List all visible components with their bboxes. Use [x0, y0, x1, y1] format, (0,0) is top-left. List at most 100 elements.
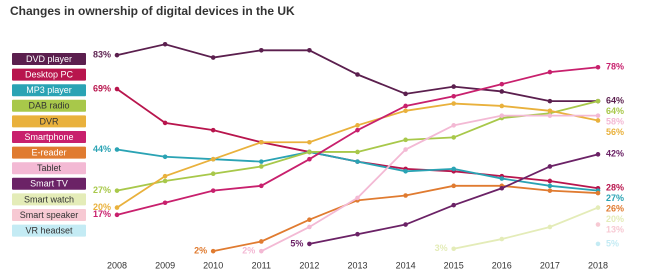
data-point: [259, 159, 264, 164]
legend-label: Smart TV: [30, 179, 68, 189]
data-point: [259, 183, 264, 189]
data-point: [595, 190, 601, 196]
data-point: [114, 188, 120, 193]
data-point: [307, 149, 312, 155]
data-point: [451, 84, 457, 89]
x-tick-label: 2016: [492, 260, 512, 270]
legend-swatch: [12, 84, 86, 97]
legend-swatch: [12, 224, 86, 237]
x-tick-label: 2008: [107, 260, 127, 270]
legend-label: VR headset: [25, 225, 73, 235]
legend-swatch: [12, 53, 86, 65]
data-point: [451, 135, 457, 140]
x-tick-label: 2013: [347, 260, 367, 270]
data-point: [595, 241, 601, 247]
data-point: [403, 103, 408, 109]
data-point: [307, 139, 312, 145]
data-point: [210, 156, 216, 162]
data-point: [403, 193, 408, 198]
data-point: [355, 123, 360, 128]
data-point: [355, 127, 360, 133]
data-point: [114, 147, 120, 152]
legend-label: Smart watch: [24, 194, 74, 204]
legend-label: E-reader: [31, 147, 66, 157]
value-label: 20%: [606, 214, 624, 224]
value-label: 2%: [194, 246, 207, 256]
data-point: [210, 171, 216, 177]
data-point: [114, 52, 120, 58]
value-label: 42%: [606, 149, 624, 159]
value-label: 17%: [93, 209, 111, 219]
data-point: [355, 195, 360, 201]
data-point: [595, 98, 601, 104]
legend-swatch: [12, 146, 86, 159]
x-tick-label: 2011: [252, 260, 271, 270]
legend-label: Smartphone: [24, 132, 73, 142]
data-point: [210, 55, 216, 60]
data-point: [162, 120, 168, 126]
series-line: [453, 206, 599, 250]
data-point: [451, 246, 457, 252]
data-point: [355, 149, 360, 155]
legend-swatch: [12, 115, 86, 128]
value-label: 58%: [606, 116, 624, 126]
value-label: 28%: [606, 183, 624, 193]
data-point: [259, 164, 264, 169]
series-line: [116, 102, 599, 209]
data-point: [451, 123, 457, 128]
data-point: [547, 164, 553, 169]
data-point: [547, 224, 553, 230]
legend-swatch: [12, 68, 86, 81]
legend-swatch: [12, 131, 86, 143]
x-tick-label: 2012: [299, 260, 319, 270]
value-label: 13%: [606, 225, 624, 235]
legend-swatch: [12, 99, 86, 112]
series-line: [116, 148, 599, 192]
value-label: 20%: [93, 202, 111, 212]
x-tick-label: 2014: [396, 260, 416, 270]
data-point: [499, 176, 505, 181]
data-point: [403, 91, 408, 97]
x-tick-label: 2015: [444, 260, 464, 270]
data-point: [259, 139, 264, 145]
data-point: [595, 152, 601, 157]
value-label: 44%: [93, 144, 111, 154]
data-point: [403, 108, 408, 114]
value-label: 3%: [435, 243, 448, 253]
value-label: 26%: [606, 204, 624, 214]
legend-label: Tablet: [37, 163, 62, 173]
series-line: [260, 114, 598, 252]
data-point: [162, 173, 168, 179]
data-point: [307, 48, 312, 53]
x-tick-label: 2009: [155, 260, 175, 270]
data-point: [547, 178, 553, 184]
data-point: [162, 41, 168, 47]
value-label: 5%: [606, 238, 619, 248]
x-tick-label: 2017: [540, 260, 560, 270]
value-label: 83%: [93, 50, 111, 60]
legend-label: DAB radio: [28, 101, 69, 111]
data-point: [451, 202, 457, 208]
legend-swatch: [12, 193, 86, 206]
data-point: [307, 224, 312, 230]
data-point: [403, 222, 408, 227]
value-label: 5%: [290, 238, 303, 248]
legend-label: DVD player: [26, 54, 72, 64]
series-line: [116, 66, 599, 216]
value-label: 27%: [606, 193, 624, 203]
data-point: [595, 64, 601, 70]
data-point: [499, 81, 505, 87]
value-label: 78%: [606, 62, 624, 72]
data-point: [403, 147, 408, 152]
data-point: [307, 241, 312, 247]
data-point: [307, 156, 312, 162]
data-point: [162, 200, 168, 206]
data-point: [162, 154, 168, 160]
data-point: [595, 205, 601, 210]
data-point: [162, 178, 168, 184]
data-point: [259, 248, 264, 254]
value-label: 69%: [93, 83, 111, 93]
data-point: [259, 239, 264, 244]
legend-label: DVR: [39, 116, 59, 126]
